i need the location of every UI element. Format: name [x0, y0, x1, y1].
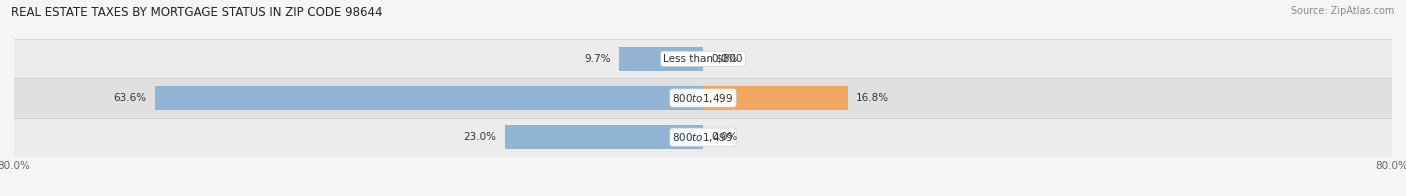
Text: $800 to $1,499: $800 to $1,499 — [672, 92, 734, 104]
Bar — [620, 47, 703, 71]
Text: 63.6%: 63.6% — [114, 93, 146, 103]
Bar — [505, 125, 703, 149]
Text: REAL ESTATE TAXES BY MORTGAGE STATUS IN ZIP CODE 98644: REAL ESTATE TAXES BY MORTGAGE STATUS IN … — [11, 6, 382, 19]
Bar — [14, 78, 1392, 118]
Text: 23.0%: 23.0% — [464, 132, 496, 142]
Text: Less than $800: Less than $800 — [664, 54, 742, 64]
Text: 16.8%: 16.8% — [856, 93, 890, 103]
Text: 9.7%: 9.7% — [585, 54, 610, 64]
Text: 0.0%: 0.0% — [711, 54, 738, 64]
Text: $800 to $1,499: $800 to $1,499 — [672, 131, 734, 144]
Text: Source: ZipAtlas.com: Source: ZipAtlas.com — [1291, 6, 1395, 16]
Bar — [14, 39, 1392, 78]
Bar — [14, 118, 1392, 157]
Bar — [703, 86, 848, 110]
Bar — [155, 86, 703, 110]
Text: 0.0%: 0.0% — [711, 132, 738, 142]
